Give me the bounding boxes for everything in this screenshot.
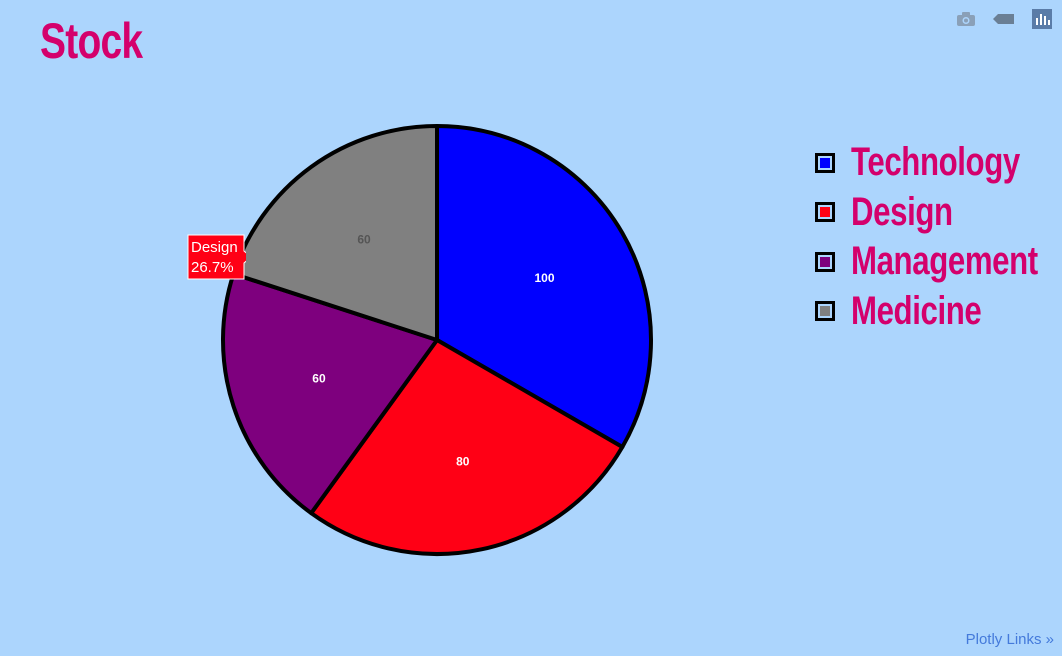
hover-tooltip: Design 26.7% [187, 234, 246, 280]
tooltip-label: Design [191, 239, 238, 256]
legend-swatch [815, 251, 835, 272]
legend-label: Technology [851, 140, 1020, 185]
chart-title: Stock [40, 13, 143, 69]
plotly-links[interactable]: Plotly Links » [965, 631, 1054, 648]
legend-label: Management [851, 239, 1038, 284]
modebar [952, 8, 1056, 30]
legend-item-design[interactable]: Design [815, 188, 1062, 238]
pie-slice-management[interactable] [221, 271, 439, 516]
legend-swatch [815, 152, 835, 173]
legend-label: Design [851, 189, 953, 234]
pie-slice-technology[interactable] [435, 124, 653, 449]
pie-value-label-medicine: 60 [357, 233, 371, 247]
pie-value-label-management: 60 [312, 371, 326, 385]
plotly-logo-icon[interactable] [1028, 8, 1056, 30]
legend-item-technology[interactable]: Technology [815, 138, 1062, 188]
legend-item-medicine[interactable]: Medicine [815, 287, 1062, 337]
legend-item-management[interactable]: Management [815, 237, 1062, 287]
pie-slice-design[interactable] [309, 338, 625, 556]
pie-value-label-technology: 100 [534, 271, 554, 285]
legend-swatch [815, 301, 835, 322]
camera-icon[interactable] [952, 8, 980, 30]
legend-swatch [815, 202, 835, 223]
legend: Technology Design Management Medicine [815, 138, 1062, 336]
legend-label: Medicine [851, 288, 982, 333]
pie-value-label-design: 80 [456, 454, 470, 468]
tag-icon[interactable] [990, 8, 1018, 30]
tooltip-percent: 26.7% [191, 259, 234, 276]
